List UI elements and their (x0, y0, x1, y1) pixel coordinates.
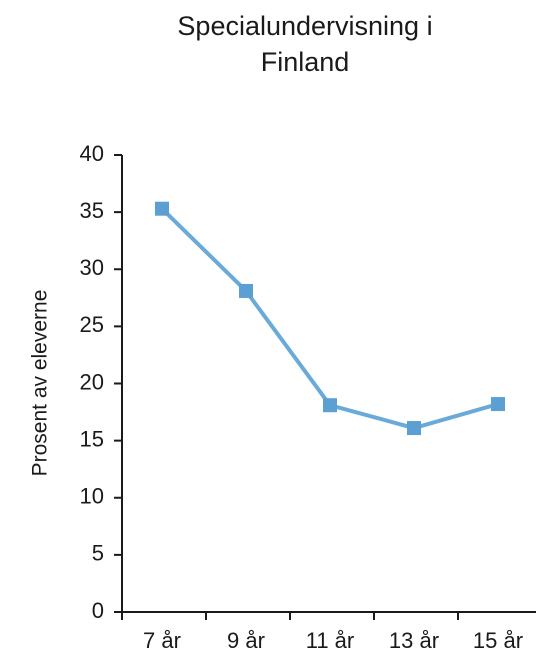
series-line (160, 207, 499, 431)
x-tick-label: 15 år (473, 628, 523, 653)
y-tick-label: 35 (80, 198, 104, 223)
series-group (155, 201, 505, 436)
data-point-marker (239, 283, 253, 298)
data-point-marker (155, 201, 169, 216)
x-tick-label: 11 år (306, 628, 355, 653)
data-point-marker (491, 397, 505, 412)
y-tick-label: 15 (80, 426, 104, 451)
data-point-marker (323, 398, 337, 413)
y-axis-label: Prosent av eleverne (29, 290, 52, 477)
y-axis-ticks: 0 5 10 15 20 25 30 35 40 (80, 141, 122, 623)
chart-title-line-1: Specialundervisning i (177, 11, 433, 41)
y-tick-label: 40 (80, 141, 104, 166)
chart-title-line-2: Finland (260, 47, 350, 77)
x-axis-ticks: 7 år 9 år 11 år 13 år 15 år (121, 612, 523, 653)
y-tick-label: 10 (80, 484, 104, 509)
y-tick-label: 20 (80, 369, 104, 394)
x-tick-label: 7 år (143, 628, 181, 653)
y-tick-label: 0 (92, 598, 104, 623)
data-point-marker (407, 421, 421, 436)
y-tick-label: 5 (92, 541, 104, 566)
x-tick-label: 9 år (227, 628, 265, 653)
chart-title: Specialundervisning i Finland (0, 8, 536, 80)
y-tick-label: 25 (80, 312, 104, 337)
x-tick-label: 13 år (389, 628, 439, 653)
y-tick-label: 30 (80, 255, 104, 280)
